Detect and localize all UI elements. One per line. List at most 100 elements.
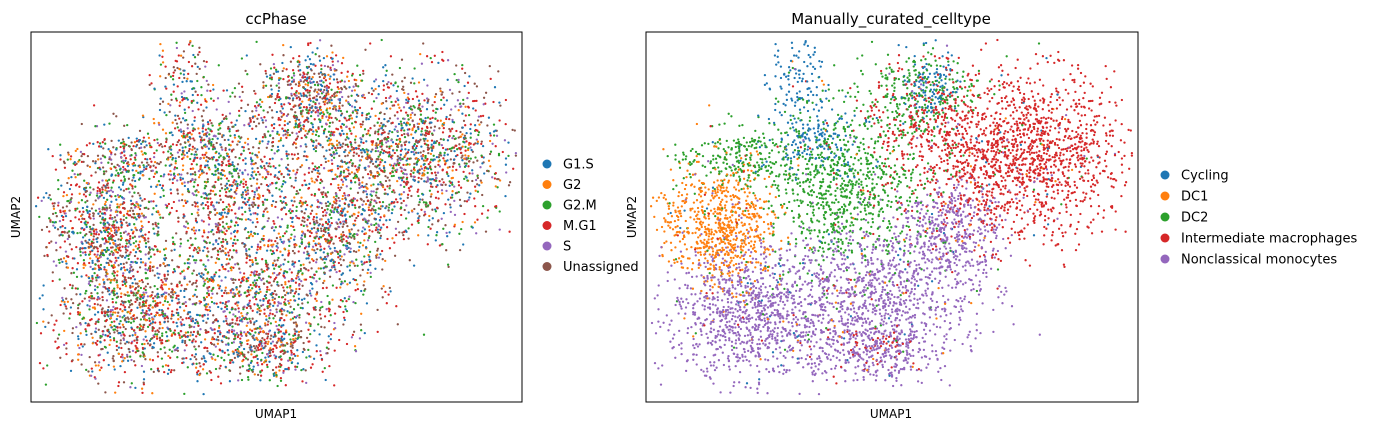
cell-point-unassigned [422, 150, 425, 153]
cell-point-g2-m [101, 190, 104, 194]
cell-point-unassigned [241, 193, 244, 196]
cell-point-g2-m [202, 207, 205, 210]
cell-point-unassigned [403, 76, 406, 79]
cell-point-unassigned [376, 249, 379, 252]
cell-point-unassigned [359, 323, 363, 326]
cell-point-unassigned [58, 234, 61, 237]
cell-point-unassigned [164, 239, 168, 243]
cell-point-m-g1 [320, 163, 323, 167]
cell-point-g1-s [325, 149, 328, 152]
cell-point-g2 [130, 317, 133, 320]
cell-point-unassigned [247, 351, 250, 354]
cell-point-g2 [109, 316, 113, 320]
cell-point-g2 [296, 354, 299, 358]
cell-point-g2-m [293, 228, 296, 232]
cell-point-unassigned [321, 146, 324, 149]
cell-point-unassigned [113, 216, 117, 219]
cell-point-unassigned [472, 161, 475, 164]
cell-point-s [266, 172, 270, 175]
cell-point-m-g1 [147, 220, 150, 224]
cell-point-g1-s [155, 204, 158, 207]
cell-point-g2-m [125, 242, 128, 245]
cell-point-g1-s [157, 226, 160, 229]
cell-point-g1-s [461, 112, 464, 115]
cell-point-m-g1 [203, 346, 206, 350]
cell-point-m-g1 [320, 358, 324, 361]
cell-point-g2-m [225, 205, 228, 209]
cell-point-unassigned [163, 277, 166, 280]
cell-point-s [183, 181, 186, 184]
cell-point-m-g1 [261, 160, 264, 163]
cell-point-g2 [211, 357, 214, 360]
cell-point-m-g1 [218, 223, 222, 226]
cell-point-s [342, 220, 345, 223]
cell-point-g2-m [35, 321, 39, 325]
cell-point-g2-m [114, 301, 118, 304]
cell-point-m-g1 [96, 339, 99, 343]
cell-point-m-g1 [218, 247, 222, 250]
cell-point-unassigned [71, 301, 75, 305]
cell-point-s [412, 175, 415, 178]
cell-point-m-g1 [403, 230, 406, 233]
cell-point-g1-s [324, 378, 327, 382]
cell-point-s [363, 217, 366, 220]
cell-point-s [322, 167, 326, 170]
cell-point-m-g1 [349, 179, 353, 182]
cell-point-g2 [143, 342, 146, 346]
cell-point-s [88, 299, 91, 302]
cell-point-m-g1 [274, 276, 278, 279]
cell-point-s [339, 90, 343, 94]
cell-point-unassigned [195, 273, 199, 277]
cell-point-m-g1 [133, 329, 136, 332]
cell-point-m-g1 [177, 220, 180, 223]
cell-point-m-g1 [313, 273, 316, 277]
cell-point-m-g1 [199, 365, 202, 368]
cell-point-g1-s [309, 62, 313, 66]
cell-point-g2 [311, 76, 314, 79]
cell-point-unassigned [61, 206, 65, 209]
cell-point-g2-m [212, 286, 215, 290]
cell-point-g2 [107, 263, 111, 267]
cell-point-s [103, 242, 106, 245]
cell-point-g2-m [224, 238, 227, 241]
cell-point-g2-m [252, 281, 255, 284]
cell-point-g1-s [316, 47, 319, 50]
cell-point-g1-s [263, 294, 267, 298]
cell-point-m-g1 [329, 183, 333, 186]
cell-point-g2-m [301, 272, 304, 275]
cell-point-m-g1 [257, 348, 260, 352]
cell-point-m-g1 [501, 150, 504, 154]
cell-point-m-g1 [337, 186, 340, 190]
cell-point-g1-s [93, 288, 97, 291]
cell-point-g2 [263, 244, 266, 247]
cell-point-m-g1 [62, 191, 66, 194]
cell-point-m-g1 [234, 221, 238, 224]
cell-point-g1-s [369, 115, 372, 118]
cell-point-g1-s [224, 365, 227, 369]
cell-point-m-g1 [319, 353, 322, 357]
cell-point-unassigned [236, 143, 239, 146]
cell-point-g2 [310, 177, 313, 180]
cell-point-unassigned [393, 191, 396, 194]
cell-point-unassigned [372, 89, 375, 92]
cell-point-g2 [451, 169, 454, 172]
cell-point-g2-m [381, 159, 384, 162]
cell-point-g1-s [41, 294, 44, 297]
cell-point-unassigned [402, 233, 405, 237]
cell-point-g1-s [121, 183, 125, 186]
cell-point-unassigned [282, 54, 285, 57]
cell-point-m-g1 [245, 306, 249, 310]
cell-point-g2-m [66, 158, 69, 161]
cell-point-g2-m [106, 313, 109, 316]
cell-point-m-g1 [52, 329, 55, 332]
cell-point-unassigned [71, 284, 74, 287]
cell-point-m-g1 [206, 346, 209, 350]
cell-point-m-g1 [173, 176, 176, 180]
cell-point-unassigned [146, 282, 150, 286]
cell-point-g2-m [112, 220, 115, 223]
cell-point-g2-m [83, 234, 87, 237]
cell-point-g1-s [390, 211, 394, 215]
cell-point-g2-m [177, 331, 180, 335]
cell-point-unassigned [352, 250, 356, 253]
cell-point-g2-m [57, 258, 61, 262]
